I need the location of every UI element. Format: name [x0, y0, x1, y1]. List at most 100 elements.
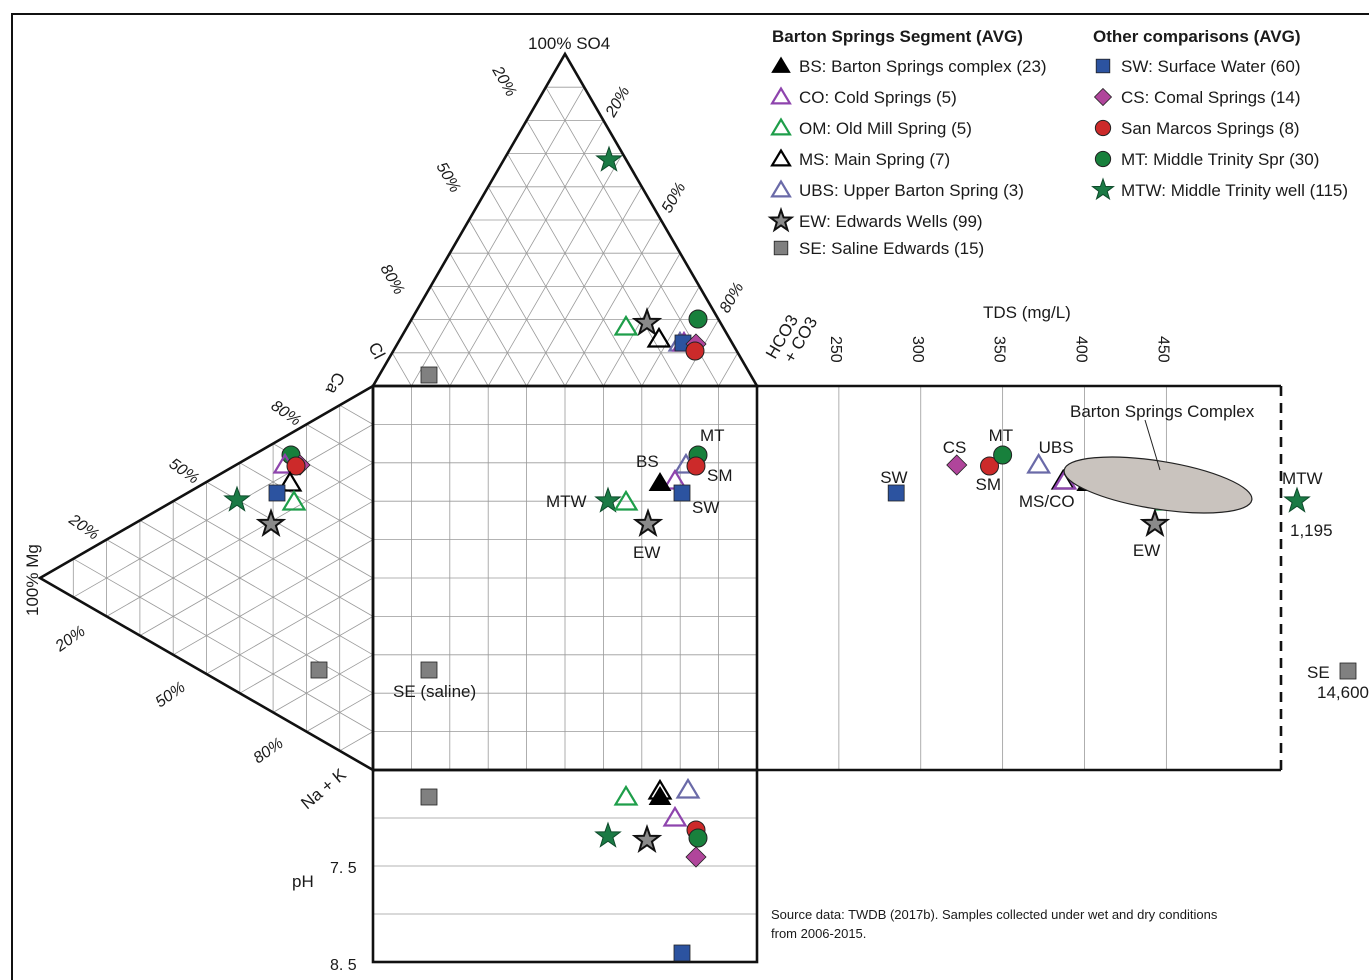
label-mt-diamond: MT — [700, 426, 725, 445]
tds-axis-title: TDS (mg/L) — [983, 303, 1071, 322]
legend-item-bs: BS: Barton Springs complex (23) — [799, 57, 1047, 76]
tds-tick-label: 250 — [827, 336, 844, 363]
legend: BS: Barton Springs complex (23) CO: Cold … — [767, 56, 1348, 258]
hco3-pct-80: 80% — [717, 280, 748, 316]
anion-grid-line — [564, 219, 662, 387]
tds-label-sm: SM — [976, 475, 1002, 494]
marker-sm — [686, 456, 706, 476]
legend-item-sw: SW: Surface Water (60) — [1121, 57, 1301, 76]
marker-ms — [277, 470, 303, 492]
marker-ubs — [675, 777, 701, 799]
nak-pct-50: 50% — [153, 679, 189, 711]
cation-grid-line — [139, 500, 374, 636]
legend-item-cs: CS: Comal Springs (14) — [1121, 88, 1301, 107]
ca-pct-50: 50% — [166, 455, 202, 487]
legend-marker-ew — [767, 206, 795, 233]
anion-grid-line — [411, 319, 451, 387]
tds-marker-sm — [980, 456, 1000, 476]
marker-mt — [688, 828, 708, 848]
tds-marker-ubs — [1026, 452, 1052, 474]
marker-mtw — [223, 485, 251, 512]
legend-marker-mt — [1094, 150, 1112, 168]
frame-layer — [37, 51, 1283, 964]
anion-grid-line — [526, 120, 681, 387]
marker-co — [662, 805, 688, 827]
cation-grid-line — [239, 616, 374, 694]
hco3-pct-20: 20% — [602, 84, 633, 121]
legend-item-ew: EW: Edwards Wells (99) — [799, 212, 983, 231]
marker-sm — [286, 456, 306, 476]
figure-border — [11, 13, 1369, 980]
tds-marker-mt — [993, 445, 1013, 465]
anion-grid-line — [641, 286, 700, 387]
legend-marker-bs — [771, 56, 791, 73]
legend-item-mt: MT: Middle Trinity Spr (30) — [1121, 150, 1319, 169]
marker-se — [420, 788, 438, 806]
legend-marker-ubs — [770, 179, 792, 198]
legend-left-title: Barton Springs Segment (AVG) — [772, 27, 1023, 46]
ca-pct-80: 80% — [268, 397, 304, 429]
cation-grid-line — [306, 424, 374, 464]
marker-bs — [648, 472, 672, 491]
tds-label-ubs: UBS — [1039, 438, 1074, 457]
mg-apex-label: 100% Mg — [23, 544, 42, 616]
legend-item-ubs: UBS: Upper Barton Spring (3) — [799, 181, 1024, 200]
cation-grid-line — [73, 558, 374, 732]
label-mtw-tds: MTW — [1282, 469, 1323, 488]
marker-sw — [268, 484, 286, 502]
tds-marker-mtw-offscale — [1283, 486, 1311, 513]
tds-label-co: MS/CO — [1019, 492, 1075, 511]
legend-marker-cs — [1093, 87, 1113, 107]
tds-tick-label: 350 — [991, 336, 1008, 363]
ca-pct-20: 20% — [65, 511, 102, 544]
cation-grid-line — [73, 424, 374, 598]
ph-tick-85: 8. 5 — [330, 957, 357, 974]
marker-sw — [673, 484, 691, 502]
marker-mt — [688, 309, 708, 329]
marker-om — [281, 489, 307, 511]
ph-panel-frame — [371, 768, 759, 964]
ca-axis-label: Ca — [322, 369, 349, 397]
tds-label-ew: EW — [1133, 541, 1160, 560]
tds-marker-sw — [887, 484, 905, 502]
tds-marker-ew — [1139, 507, 1171, 537]
tds-label-sw: SW — [880, 468, 907, 487]
anion-grid-line — [507, 153, 643, 387]
cation-grid-line — [206, 577, 374, 675]
marker-bs — [648, 786, 672, 805]
legend-marker-sw — [1095, 58, 1111, 74]
legend-marker-sm — [1094, 119, 1112, 137]
legend-marker-mtw — [1091, 177, 1115, 201]
anion-grid-line — [487, 153, 623, 387]
hco3-pct-50: 50% — [659, 180, 690, 216]
marker-se — [420, 661, 438, 679]
label-se-tds-value: 14,600 — [1317, 683, 1369, 702]
barton-springs-complex-annotation: Barton Springs Complex — [1070, 402, 1255, 421]
nak-pct-20: 20% — [52, 623, 89, 656]
cation-grid-line — [239, 462, 374, 540]
marker-sm — [685, 341, 705, 361]
anion-grid-line — [411, 86, 585, 387]
tds-marker-se-offscale — [1339, 662, 1357, 680]
label-sw-diamond: SW — [692, 498, 719, 517]
legend-marker-ms — [770, 148, 792, 167]
tds-label-cs: CS — [943, 438, 967, 457]
legend-marker-se — [773, 240, 789, 256]
marker-mtw — [594, 821, 622, 848]
marker-om — [613, 314, 639, 336]
cation-grid-line — [139, 520, 374, 656]
cl-pct-50: 50% — [433, 160, 464, 196]
ph-tick-75: 7. 5 — [330, 860, 357, 877]
legend-item-om: OM: Old Mill Spring (5) — [799, 119, 972, 138]
grid-layer — [72, 86, 1167, 915]
cation-grid-line — [272, 654, 374, 713]
legend-item-sm: San Marcos Springs (8) — [1121, 119, 1300, 138]
anion-grid-line — [487, 186, 604, 387]
legend-item-ms: MS: Main Spring (7) — [799, 150, 950, 169]
tds-tick-label: 450 — [1154, 336, 1171, 363]
marker-ew — [631, 823, 663, 853]
cation-grid-line — [306, 692, 374, 732]
label-mtw-diamond: MTW — [546, 492, 587, 511]
anion-grid-line — [468, 219, 566, 387]
